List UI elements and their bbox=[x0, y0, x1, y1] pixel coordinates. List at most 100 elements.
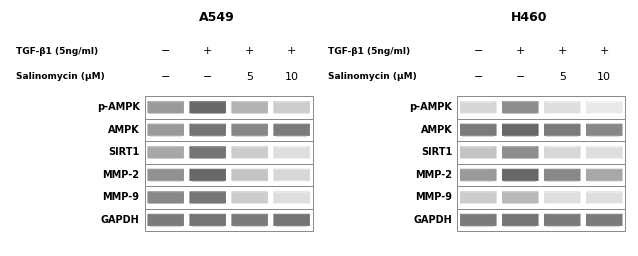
Bar bbox=[463, 135, 494, 137]
Text: TGF-β1 (5ng/ml): TGF-β1 (5ng/ml) bbox=[16, 47, 98, 56]
FancyBboxPatch shape bbox=[147, 214, 184, 226]
Text: MMP-9: MMP-9 bbox=[103, 192, 140, 202]
Bar bbox=[546, 169, 578, 170]
Text: 5: 5 bbox=[559, 72, 566, 82]
FancyBboxPatch shape bbox=[189, 214, 226, 226]
Bar bbox=[457, 164, 625, 186]
Bar bbox=[150, 180, 182, 182]
Bar bbox=[546, 180, 578, 182]
Text: +: + bbox=[516, 46, 525, 56]
Bar bbox=[150, 225, 182, 227]
Bar bbox=[150, 191, 182, 193]
FancyBboxPatch shape bbox=[502, 191, 538, 204]
Text: −: − bbox=[473, 46, 483, 56]
Bar bbox=[505, 169, 536, 170]
Text: MMP-9: MMP-9 bbox=[415, 192, 452, 202]
Bar bbox=[276, 214, 308, 216]
FancyBboxPatch shape bbox=[147, 146, 184, 158]
Bar bbox=[192, 191, 223, 193]
Bar bbox=[234, 101, 265, 103]
Text: GAPDH: GAPDH bbox=[413, 215, 452, 225]
Bar bbox=[463, 225, 494, 227]
FancyBboxPatch shape bbox=[544, 101, 581, 113]
FancyBboxPatch shape bbox=[502, 124, 538, 136]
Text: 5: 5 bbox=[246, 72, 253, 82]
Text: −: − bbox=[473, 72, 483, 82]
Text: SIRT1: SIRT1 bbox=[421, 147, 452, 157]
Bar bbox=[150, 124, 182, 125]
Bar bbox=[505, 180, 536, 182]
Bar bbox=[546, 124, 578, 125]
FancyBboxPatch shape bbox=[232, 191, 268, 204]
Bar bbox=[588, 203, 620, 204]
Bar bbox=[463, 124, 494, 125]
Bar bbox=[588, 180, 620, 182]
Text: −: − bbox=[161, 46, 170, 56]
FancyBboxPatch shape bbox=[273, 101, 310, 113]
Bar bbox=[505, 135, 536, 137]
FancyBboxPatch shape bbox=[460, 169, 496, 181]
Bar bbox=[276, 101, 308, 103]
FancyBboxPatch shape bbox=[502, 214, 538, 226]
Bar bbox=[505, 191, 536, 193]
Text: TGF-β1 (5ng/ml): TGF-β1 (5ng/ml) bbox=[329, 47, 410, 56]
Bar bbox=[192, 169, 223, 170]
Bar bbox=[234, 113, 265, 114]
FancyBboxPatch shape bbox=[544, 146, 581, 158]
FancyBboxPatch shape bbox=[189, 101, 226, 113]
Bar bbox=[457, 141, 625, 164]
Bar bbox=[463, 191, 494, 193]
Text: Salinomycin (μM): Salinomycin (μM) bbox=[16, 72, 105, 81]
Text: +: + bbox=[245, 46, 255, 56]
Bar bbox=[457, 209, 625, 231]
Bar bbox=[145, 96, 313, 119]
Bar bbox=[145, 141, 313, 164]
FancyBboxPatch shape bbox=[544, 124, 581, 136]
FancyBboxPatch shape bbox=[586, 124, 623, 136]
Bar bbox=[192, 101, 223, 103]
FancyBboxPatch shape bbox=[460, 124, 496, 136]
Bar bbox=[588, 146, 620, 148]
Bar bbox=[145, 119, 313, 141]
Bar bbox=[276, 146, 308, 148]
FancyBboxPatch shape bbox=[586, 191, 623, 204]
Bar bbox=[505, 225, 536, 227]
Bar bbox=[234, 169, 265, 170]
FancyBboxPatch shape bbox=[502, 169, 538, 181]
Text: −: − bbox=[516, 72, 525, 82]
FancyBboxPatch shape bbox=[147, 124, 184, 136]
Bar bbox=[276, 180, 308, 182]
Bar bbox=[234, 203, 265, 204]
FancyBboxPatch shape bbox=[232, 214, 268, 226]
FancyBboxPatch shape bbox=[147, 169, 184, 181]
Bar bbox=[276, 169, 308, 170]
Text: +: + bbox=[558, 46, 567, 56]
Bar bbox=[463, 158, 494, 159]
FancyBboxPatch shape bbox=[273, 124, 310, 136]
Bar bbox=[588, 113, 620, 114]
Bar bbox=[145, 164, 313, 186]
Bar bbox=[276, 225, 308, 227]
Bar bbox=[192, 135, 223, 137]
Bar bbox=[588, 101, 620, 103]
FancyBboxPatch shape bbox=[460, 101, 496, 113]
Bar bbox=[505, 146, 536, 148]
FancyBboxPatch shape bbox=[544, 169, 581, 181]
Bar bbox=[276, 158, 308, 159]
FancyBboxPatch shape bbox=[189, 124, 226, 136]
Text: p-AMPK: p-AMPK bbox=[410, 102, 452, 112]
Bar bbox=[457, 96, 625, 119]
Bar bbox=[546, 135, 578, 137]
Bar bbox=[546, 225, 578, 227]
Bar bbox=[588, 158, 620, 159]
Text: 10: 10 bbox=[597, 72, 611, 82]
Text: MMP-2: MMP-2 bbox=[103, 170, 140, 180]
Bar bbox=[546, 158, 578, 159]
Text: SIRT1: SIRT1 bbox=[108, 147, 140, 157]
Bar bbox=[546, 101, 578, 103]
FancyBboxPatch shape bbox=[232, 169, 268, 181]
Bar bbox=[457, 119, 625, 141]
Bar bbox=[463, 146, 494, 148]
FancyBboxPatch shape bbox=[147, 191, 184, 204]
Bar bbox=[546, 113, 578, 114]
